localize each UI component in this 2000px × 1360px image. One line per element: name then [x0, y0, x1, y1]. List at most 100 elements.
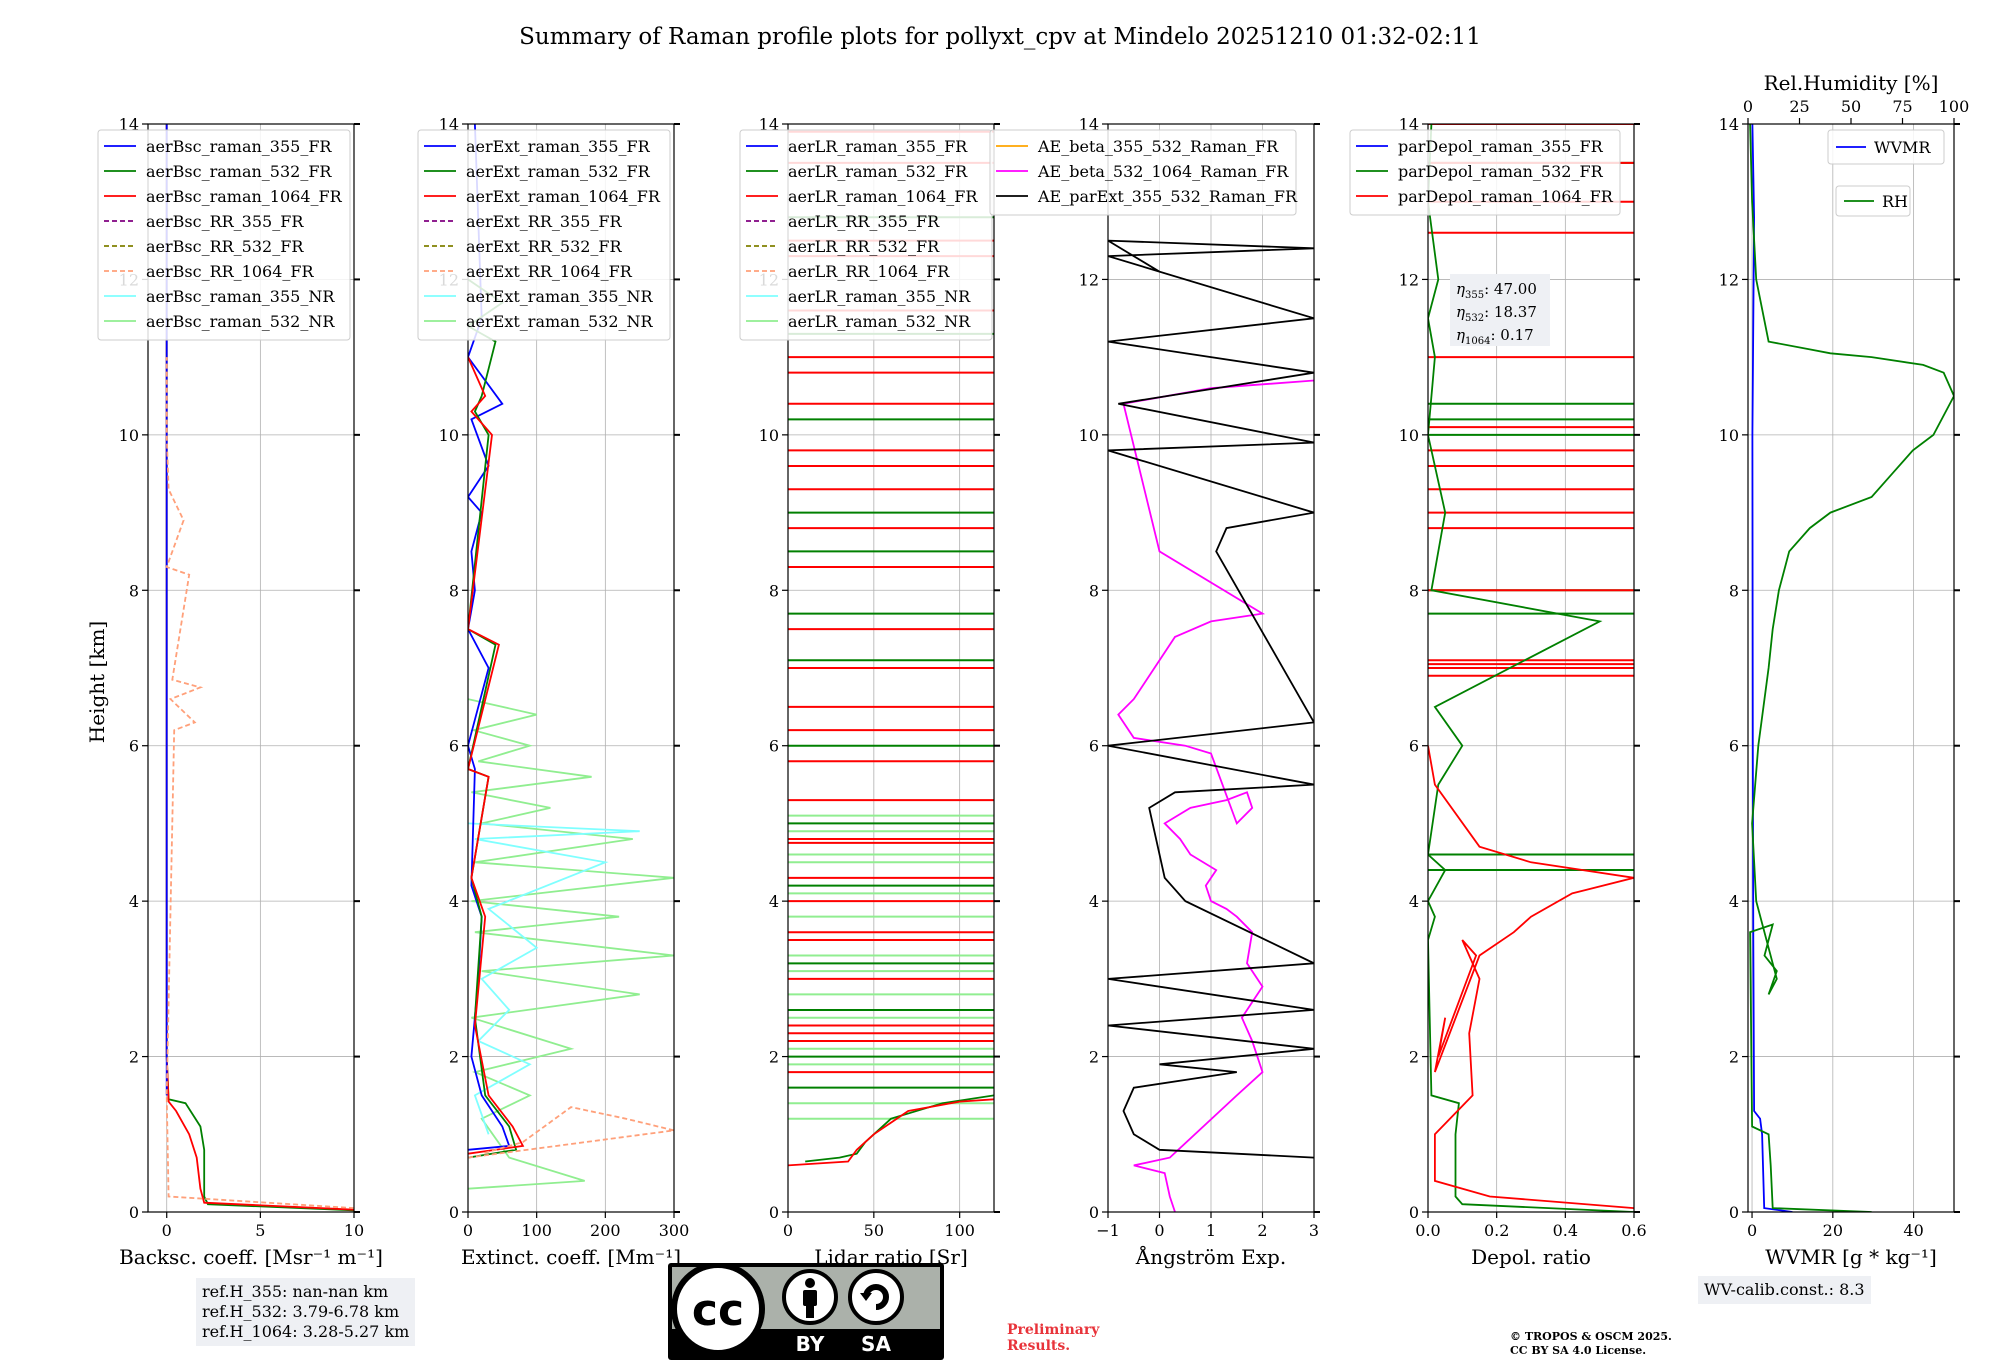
y-tick-label: 2 — [129, 1048, 139, 1067]
y-tick-label: 2 — [1729, 1048, 1739, 1067]
legend-label: aerExt_raman_355_FR — [466, 137, 651, 156]
x-tick-label: 50 — [864, 1221, 884, 1240]
top-x-tick-label: 75 — [1892, 97, 1912, 116]
y-tick-label: 4 — [769, 892, 779, 911]
y-tick-label: 4 — [1089, 892, 1099, 911]
series-AE_beta_532_1064_Raman_FR — [1117, 379, 1314, 1212]
eta-line: η532: 18.37 — [1456, 303, 1537, 324]
by-person-icon — [782, 1269, 838, 1325]
legend-box — [1349, 129, 1621, 216]
y-tick-label: 4 — [1729, 892, 1739, 911]
copyright-line-2: CC BY SA 4.0 License. — [1510, 1344, 1647, 1357]
y-tick-label: 10 — [119, 426, 139, 445]
x-tick-label: 0 — [463, 1221, 473, 1240]
legend-label: AE_beta_532_1064_Raman_FR — [1037, 162, 1289, 181]
legend-label: aerExt_raman_532_NR — [466, 312, 654, 331]
x-tick-label: 0 — [1747, 1221, 1757, 1240]
legend: aerLR_raman_355_FR aerLR_raman_532_FR aerL… — [739, 129, 993, 341]
legend-label: aerLR_raman_1064_FR — [788, 187, 978, 206]
legend-box — [417, 129, 671, 341]
series-aerExt_raman_1064_FR — [468, 356, 525, 1155]
series-parDepol_raman_532_FR — [1428, 124, 1634, 1212]
axes-frame — [1747, 123, 1955, 1213]
legend-label: aerLR_raman_355_NR — [788, 287, 971, 306]
y-tick-label: 0 — [1409, 1203, 1419, 1222]
series-parDepol_raman_1064_FR — [1428, 745, 1634, 1209]
y-tick-label: 10 — [1719, 426, 1739, 445]
legend-box — [989, 129, 1297, 216]
x-tick-label: 0 — [1154, 1221, 1164, 1240]
y-tick-label: 8 — [769, 581, 779, 600]
y-tick-label: 14 — [759, 115, 779, 134]
x-tick-label: −1 — [1096, 1221, 1120, 1240]
eta-line: η1064: 0.17 — [1456, 326, 1534, 347]
legend-label: aerLR_raman_355_FR — [788, 137, 968, 156]
legend-label: parDepol_raman_1064_FR — [1398, 187, 1614, 206]
series-aerLR_raman_1064_FR — [788, 1098, 994, 1167]
y-tick-label: 6 — [129, 737, 139, 756]
y-tick-label: 6 — [1089, 737, 1099, 756]
x-tick-label: 0 — [162, 1221, 172, 1240]
eta-symbol: η — [1456, 303, 1465, 321]
y-tick-label: 0 — [449, 1203, 459, 1222]
x-axis-label: Backsc. coeff. [Msr⁻¹ m⁻¹] — [119, 1245, 383, 1269]
y-tick-label: 12 — [1719, 270, 1739, 289]
y-tick-label: 8 — [1089, 581, 1099, 600]
y-tick-label: 6 — [1729, 737, 1739, 756]
sa-label: SA — [861, 1332, 891, 1356]
legend-label: aerBsc_raman_532_NR — [146, 312, 335, 331]
legend-label: WVMR — [1874, 138, 1931, 157]
y-tick-label: 14 — [1079, 115, 1099, 134]
eta-value: : 47.00 — [1484, 280, 1537, 298]
preliminary-results-note: Preliminary Results. — [1007, 1322, 1099, 1354]
eta-line: η355: 47.00 — [1456, 280, 1537, 301]
top-x-axis-label: Rel.Humidity [%] — [1764, 71, 1939, 95]
wv-calib-box: WV-calib.const.: 8.3 — [1698, 1276, 1871, 1304]
legend-box — [739, 129, 993, 341]
axes-frame — [467, 123, 675, 1213]
data-layer — [1749, 124, 1954, 1212]
y-tick-label: 2 — [769, 1048, 779, 1067]
y-tick-label: 2 — [1089, 1048, 1099, 1067]
y-tick-label: 2 — [449, 1048, 459, 1067]
figure-title: Summary of Raman profile plots for polly… — [519, 24, 1481, 50]
legend-label: aerBsc_raman_1064_FR — [146, 187, 343, 206]
y-tick-label: 10 — [439, 426, 459, 445]
legend-label: RH — [1882, 192, 1908, 211]
y-tick-label: 10 — [1399, 426, 1419, 445]
x-tick-label: 300 — [659, 1221, 690, 1240]
x-tick-label: 0.2 — [1484, 1221, 1509, 1240]
legend-label: aerExt_RR_355_FR — [466, 212, 623, 231]
legend-label: aerBsc_raman_355_FR — [146, 137, 332, 156]
legend-label: aerLR_raman_532_FR — [788, 162, 968, 181]
series-aerLR_raman_532_FR — [805, 1094, 994, 1163]
series-WVMR — [1751, 124, 1793, 1212]
series-aerExt_raman_532_NR — [468, 698, 674, 1190]
panel-bsc: 024681012140510Backsc. coeff. [Msr⁻¹ m⁻¹… — [97, 115, 383, 1269]
x-tick-label: 40 — [1903, 1221, 1923, 1240]
legend-label: aerExt_raman_1064_FR — [466, 187, 661, 206]
top-x-tick-label: 0 — [1743, 97, 1753, 116]
x-tick-label: 1 — [1206, 1221, 1216, 1240]
legend-label: parDepol_raman_532_FR — [1398, 162, 1604, 181]
y-tick-label: 6 — [1409, 737, 1419, 756]
x-tick-label: 0.6 — [1621, 1221, 1646, 1240]
series-RH — [1749, 124, 1954, 1212]
eta-value: : 18.37 — [1484, 303, 1537, 321]
top-x-tick-label: 25 — [1789, 97, 1809, 116]
y-tick-label: 4 — [449, 892, 459, 911]
top-x-tick-label: 50 — [1841, 97, 1861, 116]
y-tick-label: 8 — [1409, 581, 1419, 600]
x-axis-label: WVMR [g * kg⁻¹] — [1765, 1245, 1937, 1269]
panel-depol: 0 2 4 6 8 10 12 14 0.0 0.2 0.4 0.6 Depol. ratio parDe… — [1349, 115, 1647, 1269]
eta-subscript: 355 — [1465, 290, 1484, 301]
panel-lr: 02468101214050100Lidar ratio [Sr]aerLR_r… — [739, 115, 1000, 1269]
legend-label: aerLR_raman_532_NR — [788, 312, 971, 331]
x-axis-label: Depol. ratio — [1471, 1245, 1591, 1269]
axes-frame — [147, 123, 355, 1213]
y-tick-label: 0 — [1729, 1203, 1739, 1222]
series-aerExt_RR_1064_FR — [468, 1106, 674, 1159]
